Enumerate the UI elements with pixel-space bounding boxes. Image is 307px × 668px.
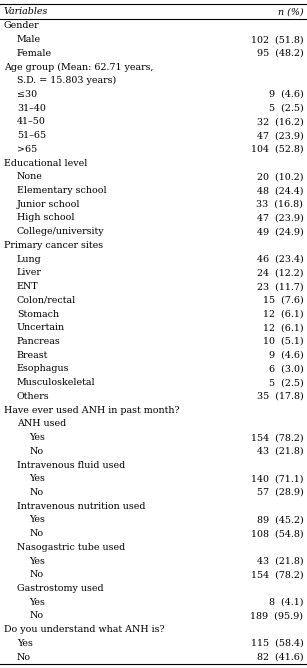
Text: 15  (7.6): 15 (7.6) <box>262 296 303 305</box>
Text: No: No <box>29 447 43 456</box>
Text: Yes: Yes <box>29 474 45 483</box>
Text: 10  (5.1): 10 (5.1) <box>263 337 303 346</box>
Text: 82  (41.6): 82 (41.6) <box>257 653 303 661</box>
Text: >65: >65 <box>17 145 37 154</box>
Text: 6  (3.0): 6 (3.0) <box>269 365 303 373</box>
Text: Intravenous nutrition used: Intravenous nutrition used <box>17 502 146 510</box>
Text: 9  (4.6): 9 (4.6) <box>269 351 303 360</box>
Text: Nasogastric tube used: Nasogastric tube used <box>17 543 125 552</box>
Text: 47  (23.9): 47 (23.9) <box>257 214 303 222</box>
Text: 51–65: 51–65 <box>17 131 46 140</box>
Text: 12  (6.1): 12 (6.1) <box>263 309 303 319</box>
Text: Pancreas: Pancreas <box>17 337 61 346</box>
Text: Colon/rectal: Colon/rectal <box>17 296 76 305</box>
Text: 89  (45.2): 89 (45.2) <box>257 516 303 524</box>
Text: College/university: College/university <box>17 227 104 236</box>
Text: 23  (11.7): 23 (11.7) <box>257 282 303 291</box>
Text: Female: Female <box>17 49 52 58</box>
Text: S.D. = 15.803 years): S.D. = 15.803 years) <box>17 76 116 86</box>
Text: 24  (12.2): 24 (12.2) <box>257 269 303 277</box>
Text: 115  (58.4): 115 (58.4) <box>251 639 303 648</box>
Text: No: No <box>17 653 31 661</box>
Text: 8  (4.1): 8 (4.1) <box>269 598 303 607</box>
Text: Variables: Variables <box>4 7 48 17</box>
Text: 35  (17.8): 35 (17.8) <box>257 392 303 401</box>
Text: 47  (23.9): 47 (23.9) <box>257 131 303 140</box>
Text: Yes: Yes <box>17 639 33 648</box>
Text: 102  (51.8): 102 (51.8) <box>251 35 303 44</box>
Text: 189  (95.9): 189 (95.9) <box>250 611 303 621</box>
Text: 31–40: 31–40 <box>17 104 46 113</box>
Text: Primary cancer sites: Primary cancer sites <box>4 241 103 250</box>
Text: 49  (24.9): 49 (24.9) <box>257 227 303 236</box>
Text: n (%): n (%) <box>278 7 303 17</box>
Text: Gastrostomy used: Gastrostomy used <box>17 584 103 593</box>
Text: 108  (54.8): 108 (54.8) <box>251 529 303 538</box>
Text: 20  (10.2): 20 (10.2) <box>257 172 303 181</box>
Text: Breast: Breast <box>17 351 48 360</box>
Text: Educational level: Educational level <box>4 158 87 168</box>
Text: No: No <box>29 611 43 621</box>
Text: Gender: Gender <box>4 21 39 30</box>
Text: Have ever used ANH in past month?: Have ever used ANH in past month? <box>4 405 179 415</box>
Text: 43  (21.8): 43 (21.8) <box>257 447 303 456</box>
Text: 48  (24.4): 48 (24.4) <box>257 186 303 195</box>
Text: Yes: Yes <box>29 516 45 524</box>
Text: Yes: Yes <box>29 598 45 607</box>
Text: 46  (23.4): 46 (23.4) <box>257 255 303 264</box>
Text: 9  (4.6): 9 (4.6) <box>269 90 303 99</box>
Text: 154  (78.2): 154 (78.2) <box>251 433 303 442</box>
Text: 5  (2.5): 5 (2.5) <box>269 378 303 387</box>
Text: 33  (16.8): 33 (16.8) <box>256 200 303 209</box>
Text: Musculoskeletal: Musculoskeletal <box>17 378 95 387</box>
Text: Stomach: Stomach <box>17 309 59 319</box>
Text: 57  (28.9): 57 (28.9) <box>257 488 303 497</box>
Text: Male: Male <box>17 35 41 44</box>
Text: Esophagus: Esophagus <box>17 365 69 373</box>
Text: None: None <box>17 172 43 181</box>
Text: 5  (2.5): 5 (2.5) <box>269 104 303 113</box>
Text: 140  (71.1): 140 (71.1) <box>251 474 303 483</box>
Text: No: No <box>29 488 43 497</box>
Text: High school: High school <box>17 214 74 222</box>
Text: 154  (78.2): 154 (78.2) <box>251 570 303 579</box>
Text: No: No <box>29 529 43 538</box>
Text: 12  (6.1): 12 (6.1) <box>263 323 303 332</box>
Text: Yes: Yes <box>29 433 45 442</box>
Text: Uncertain: Uncertain <box>17 323 65 332</box>
Text: ≤30: ≤30 <box>17 90 37 99</box>
Text: Age group (Mean: 62.71 years,: Age group (Mean: 62.71 years, <box>4 63 153 71</box>
Text: ENT: ENT <box>17 282 38 291</box>
Text: 95  (48.2): 95 (48.2) <box>257 49 303 58</box>
Text: Intravenous fluid used: Intravenous fluid used <box>17 460 125 470</box>
Text: Do you understand what ANH is?: Do you understand what ANH is? <box>4 625 164 634</box>
Text: No: No <box>29 570 43 579</box>
Text: 41–50: 41–50 <box>17 118 46 126</box>
Text: 104  (52.8): 104 (52.8) <box>251 145 303 154</box>
Text: Junior school: Junior school <box>17 200 80 209</box>
Text: Yes: Yes <box>29 556 45 566</box>
Text: Liver: Liver <box>17 269 42 277</box>
Text: 43  (21.8): 43 (21.8) <box>257 556 303 566</box>
Text: Lung: Lung <box>17 255 42 264</box>
Text: 32  (16.2): 32 (16.2) <box>257 118 303 126</box>
Text: Others: Others <box>17 392 49 401</box>
Text: ANH used: ANH used <box>17 420 66 428</box>
Text: Elementary school: Elementary school <box>17 186 107 195</box>
